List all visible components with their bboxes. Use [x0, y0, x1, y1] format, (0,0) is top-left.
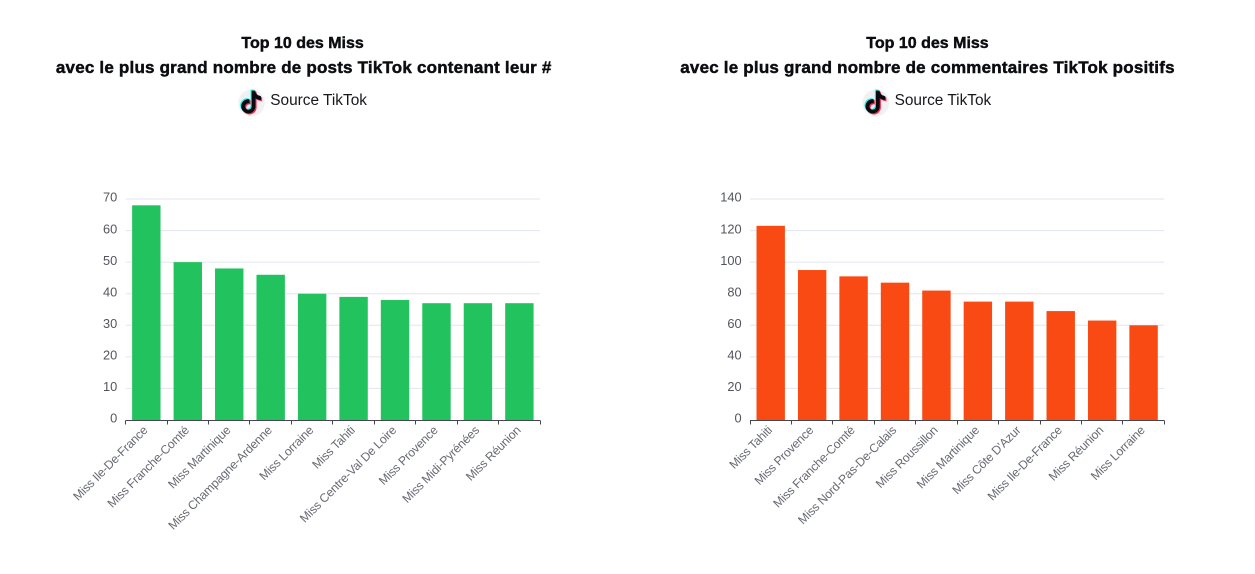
svg-text:20: 20	[727, 379, 741, 394]
svg-text:100: 100	[720, 253, 741, 268]
svg-text:Miss Midi-Pyrénées: Miss Midi-Pyrénées	[400, 423, 483, 506]
svg-text:40: 40	[727, 348, 741, 363]
svg-text:140: 140	[720, 190, 741, 205]
svg-text:60: 60	[103, 221, 117, 236]
svg-text:Miss Ile-De-France: Miss Ile-De-France	[985, 423, 1065, 503]
svg-text:Miss Ile-De-France: Miss Ile-De-France	[70, 423, 150, 503]
svg-text:80: 80	[727, 284, 741, 299]
svg-text:30: 30	[103, 316, 117, 331]
svg-text:50: 50	[103, 253, 117, 268]
svg-text:10: 10	[103, 379, 117, 394]
svg-text:0: 0	[110, 411, 117, 426]
svg-text:20: 20	[103, 348, 117, 363]
svg-text:0: 0	[734, 411, 741, 426]
svg-text:60: 60	[727, 316, 741, 331]
svg-text:120: 120	[720, 221, 741, 236]
svg-text:70: 70	[103, 190, 117, 205]
svg-text:40: 40	[103, 284, 117, 299]
